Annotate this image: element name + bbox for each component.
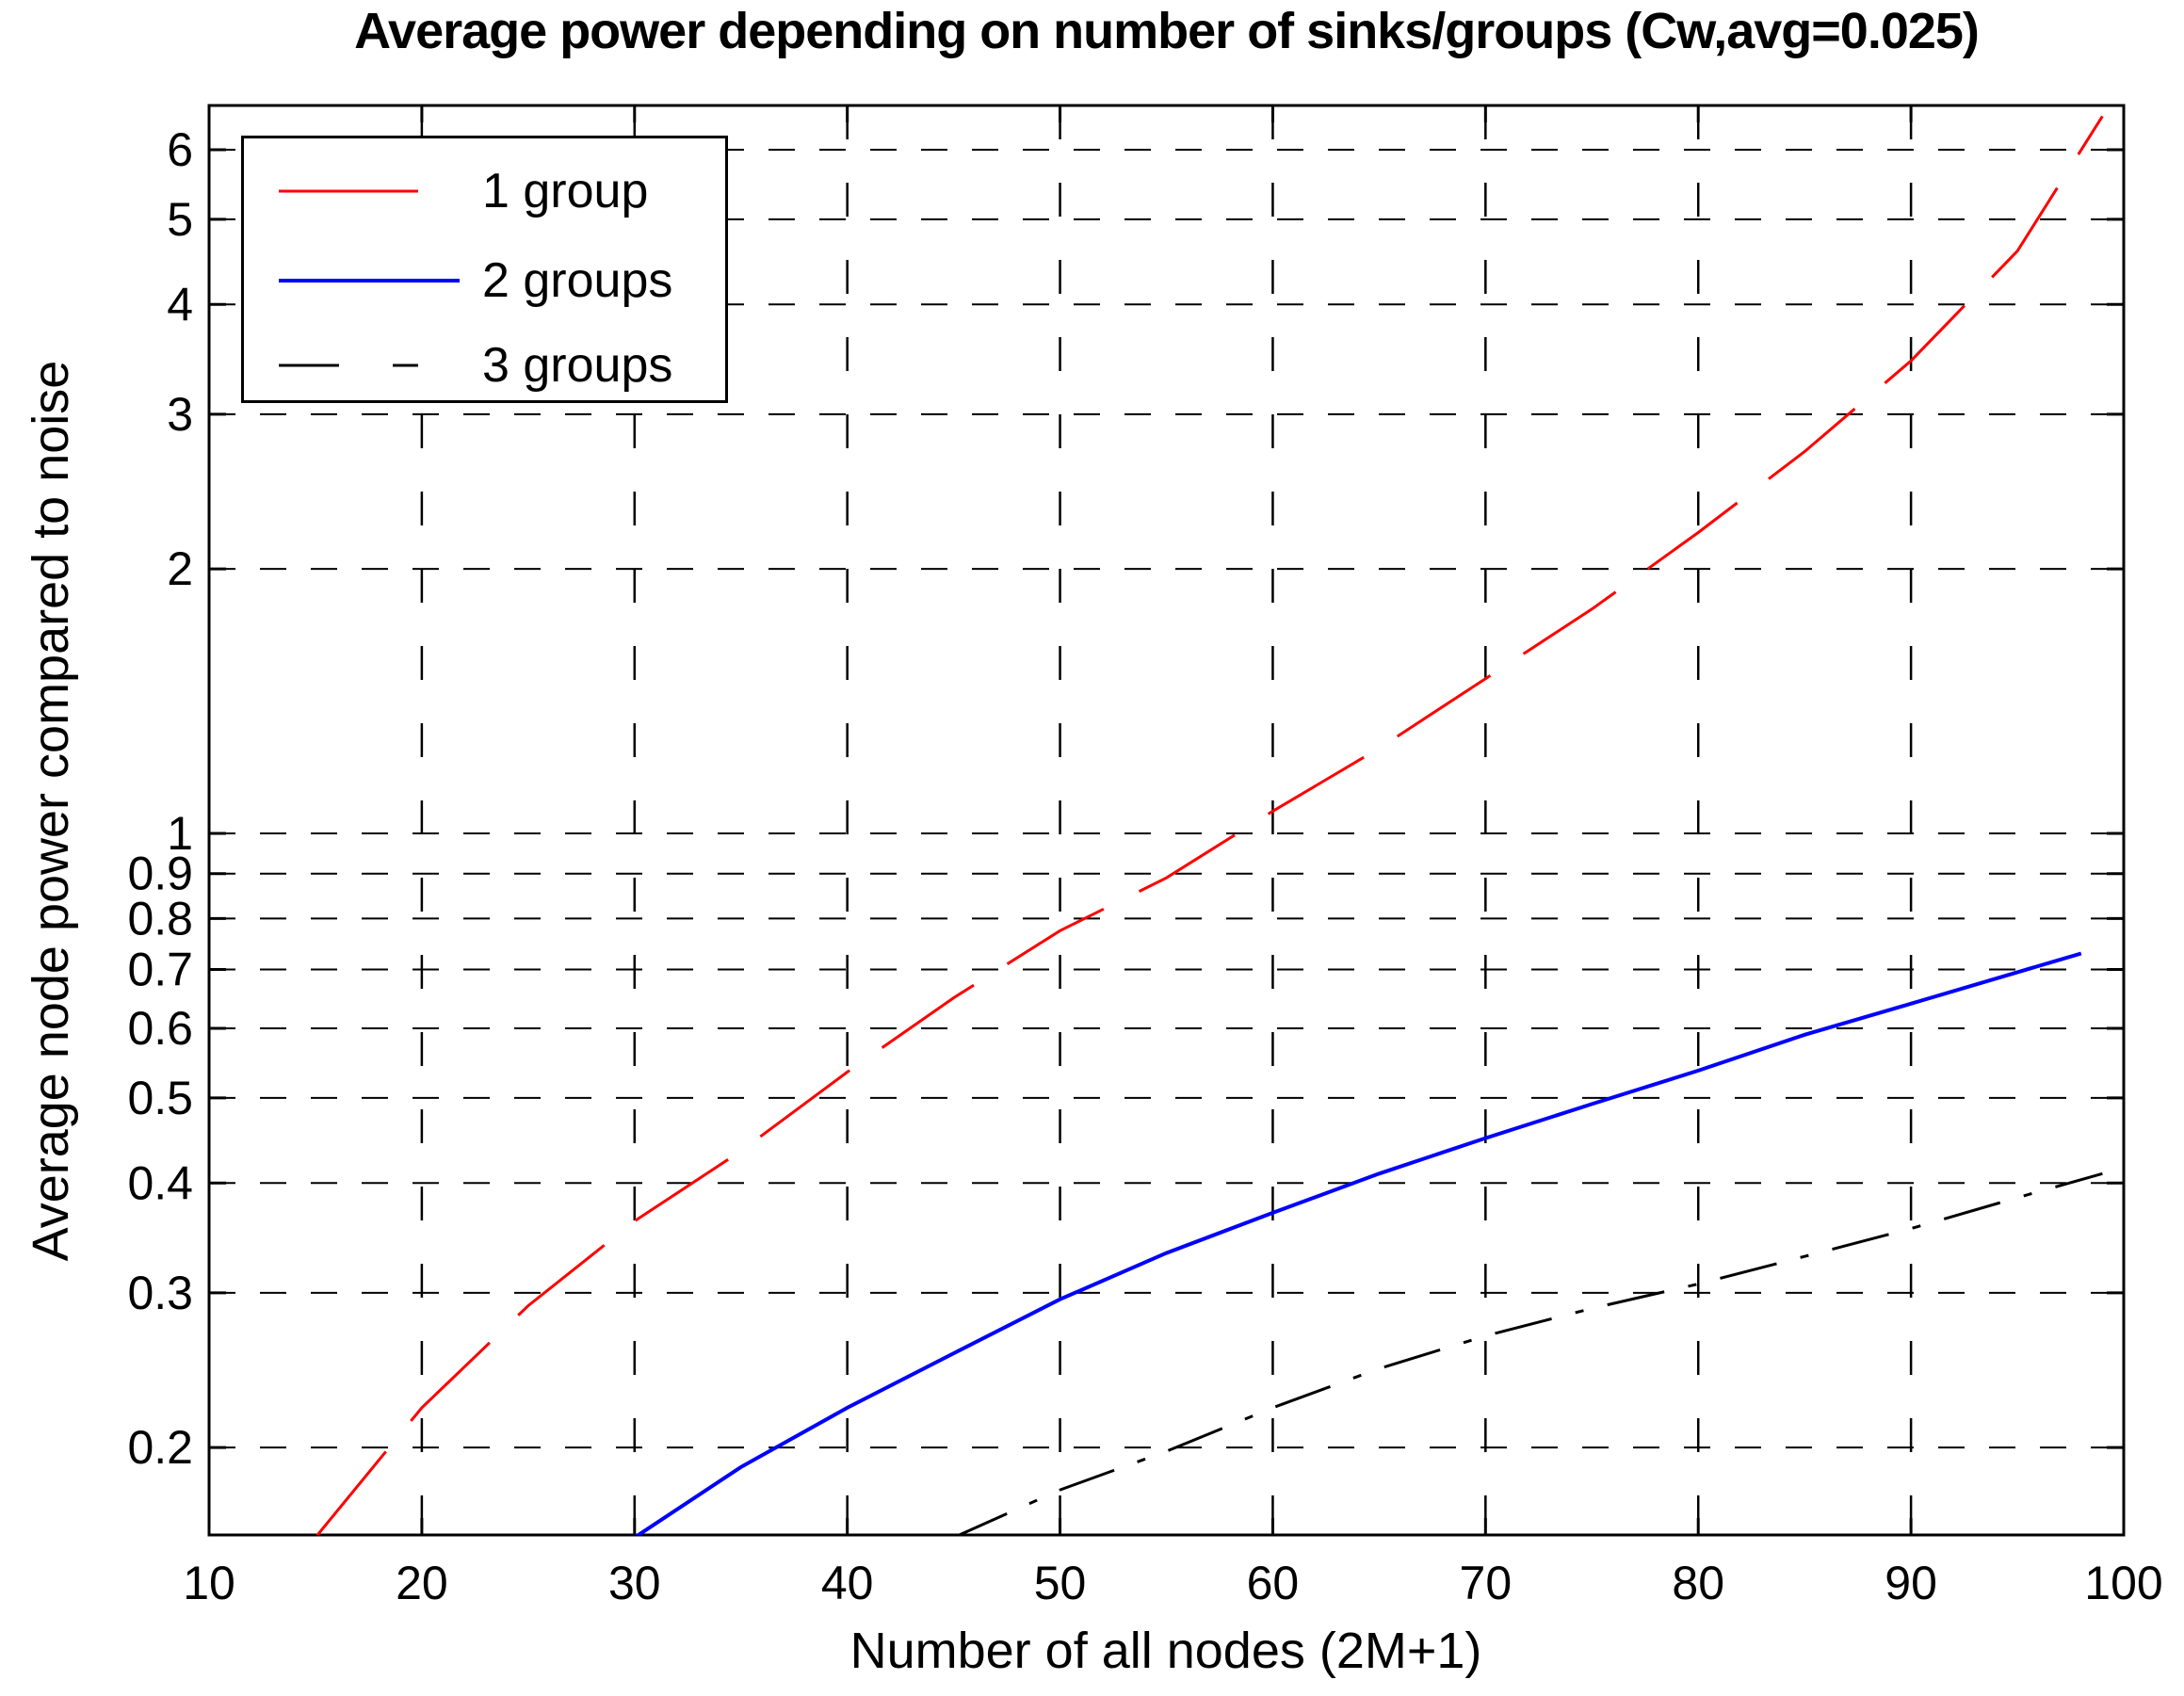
x-tick-label: 40	[821, 1557, 874, 1609]
y-tick-label: 0.2	[127, 1421, 193, 1474]
x-tick-label: 90	[1885, 1557, 1937, 1609]
y-tick-label: 0.6	[127, 1002, 193, 1055]
y-tick-label: 1	[167, 807, 193, 860]
y-tick-label: 6	[167, 123, 193, 176]
legend-entry-2-groups: 2 groups	[244, 248, 725, 314]
x-tick-label: 10	[183, 1557, 235, 1609]
x-tick-label: 60	[1247, 1557, 1300, 1609]
x-tick-label: 70	[1460, 1557, 1513, 1609]
x-tick-label: 30	[608, 1557, 661, 1609]
x-axis-label: Number of all nodes (2M+1)	[849, 1623, 1482, 1679]
x-tick-label: 80	[1672, 1557, 1724, 1609]
y-tick-label: 0.8	[127, 892, 193, 945]
gridlines	[209, 105, 2124, 1535]
tick-labels: 10 20 30 40 50 60 70 80 90 1000.20.30.40.50.60.70…	[127, 123, 2162, 1609]
y-tick-label: 2	[167, 542, 193, 595]
curve-1-group	[315, 115, 2104, 1535]
legend-label: 1 group	[482, 164, 649, 218]
curve-2-groups	[635, 951, 2082, 1535]
plot-border	[207, 104, 2126, 1537]
legend-box: 1 group 2 groups 3 groups	[241, 136, 728, 403]
y-tick-label: 4	[167, 278, 193, 331]
x-tick-label: 50	[1034, 1557, 1087, 1609]
legend-entry-1-group: 1 group	[244, 158, 725, 224]
x-tick-label: 20	[396, 1557, 448, 1609]
series-curves	[315, 115, 2104, 1535]
y-tick-label: 0.4	[127, 1156, 193, 1209]
legend-label: 3 groups	[482, 338, 673, 393]
legend-line-blue-solid-icon	[279, 279, 460, 283]
y-tick-label: 0.3	[127, 1267, 193, 1319]
legend-line-red-dashed-icon	[279, 189, 460, 193]
legend-entry-3-groups: 3 groups	[244, 332, 725, 398]
y-tick-label: 0.7	[127, 944, 193, 996]
legend-line-black-dashdot-icon	[279, 363, 460, 367]
y-tick-label: 5	[167, 193, 193, 246]
chart-title: Average power depending on number of sin…	[354, 3, 1980, 59]
legend-label: 2 groups	[482, 253, 673, 308]
y-tick-label: 3	[167, 388, 193, 441]
tick-marks	[207, 105, 2126, 1535]
y-axis-label: Average node power compared to noise	[23, 360, 79, 1262]
curve-3-groups	[955, 1171, 2103, 1535]
y-tick-label: 0.9	[127, 848, 193, 900]
x-tick-label: 100	[2084, 1557, 2162, 1609]
y-tick-label: 0.5	[127, 1072, 193, 1124]
